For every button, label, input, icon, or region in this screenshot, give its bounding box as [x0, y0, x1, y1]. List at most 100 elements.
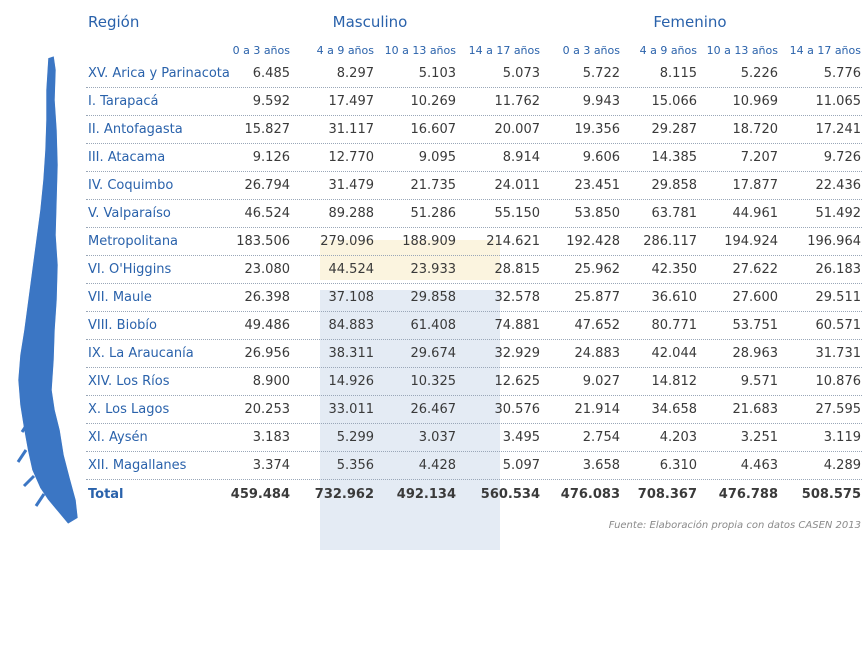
age-group-header: 0 a 3 años	[562, 44, 620, 57]
cell-value: 14.926	[328, 374, 375, 389]
cell-value: 5.299	[336, 430, 374, 445]
cell-value: 279.096	[320, 234, 374, 249]
cell-value: 22.436	[815, 178, 862, 193]
row-separator	[86, 255, 862, 256]
cell-value: 15.827	[244, 122, 291, 137]
cell-value: 9.592	[252, 94, 290, 109]
cell-value: 5.226	[740, 66, 778, 81]
cell-value: 27.600	[732, 290, 779, 305]
cell-value: 80.771	[651, 318, 698, 333]
total-value: 560.534	[480, 487, 540, 502]
cell-value: 12.770	[328, 150, 375, 165]
cell-value: 188.909	[402, 234, 456, 249]
cell-value: 10.969	[732, 94, 779, 109]
total-label: Total	[88, 487, 124, 502]
cell-value: 24.883	[574, 346, 621, 361]
cell-value: 12.625	[494, 374, 541, 389]
age-group-header: 10 a 13 años	[706, 44, 778, 57]
cell-value: 46.524	[244, 206, 291, 221]
region-header: Región	[88, 13, 140, 31]
cell-value: 53.751	[732, 318, 779, 333]
cell-value: 9.726	[823, 150, 861, 165]
cell-value: 25.962	[574, 262, 621, 277]
cell-value: 5.356	[336, 458, 374, 473]
cell-value: 61.408	[410, 318, 457, 333]
cell-value: 31.479	[328, 178, 375, 193]
region-name: IX. La Araucanía	[88, 346, 194, 361]
cell-value: 19.356	[574, 122, 621, 137]
age-group-header: 10 a 13 años	[384, 44, 456, 57]
cell-value: 29.674	[410, 346, 457, 361]
row-separator	[86, 283, 862, 284]
cell-value: 18.720	[732, 122, 779, 137]
cell-value: 6.310	[659, 458, 697, 473]
cell-value: 4.289	[823, 458, 861, 473]
cell-value: 10.325	[410, 374, 457, 389]
cell-value: 3.374	[252, 458, 290, 473]
row-separator	[86, 143, 862, 144]
region-name: XI. Aysén	[88, 430, 148, 445]
cell-value: 20.253	[244, 402, 291, 417]
row-separator	[86, 87, 862, 88]
cell-value: 42.044	[651, 346, 698, 361]
row-separator	[86, 199, 862, 200]
cell-value: 29.287	[651, 122, 698, 137]
region-name: VI. O'Higgins	[88, 262, 172, 277]
cell-value: 31.117	[328, 122, 375, 137]
cell-value: 7.207	[740, 150, 778, 165]
cell-value: 194.924	[724, 234, 778, 249]
cell-value: 21.914	[574, 402, 621, 417]
cell-value: 74.881	[494, 318, 541, 333]
cell-value: 5.103	[418, 66, 456, 81]
cell-value: 84.883	[328, 318, 375, 333]
cell-value: 5.097	[502, 458, 540, 473]
watermark-shield	[320, 290, 500, 550]
cell-value: 42.350	[651, 262, 698, 277]
total-value: 476.083	[560, 487, 620, 502]
cell-value: 9.126	[252, 150, 290, 165]
region-name: VII. Maule	[88, 290, 152, 305]
cell-value: 8.115	[659, 66, 697, 81]
cell-value: 33.011	[328, 402, 375, 417]
cell-value: 49.486	[244, 318, 291, 333]
cell-value: 51.286	[410, 206, 457, 221]
chile-map	[16, 55, 79, 525]
cell-value: 89.288	[328, 206, 375, 221]
female-header: Femenino	[653, 13, 727, 31]
cell-value: 23.933	[410, 262, 457, 277]
cell-value: 63.781	[651, 206, 698, 221]
source-note: Fuente: Elaboración propia con datos CAS…	[608, 520, 861, 531]
cell-value: 8.900	[252, 374, 290, 389]
cell-value: 26.956	[244, 346, 291, 361]
total-value: 476.788	[718, 487, 778, 502]
cell-value: 214.621	[486, 234, 540, 249]
cell-value: 53.850	[574, 206, 621, 221]
cell-value: 24.011	[494, 178, 541, 193]
cell-value: 8.914	[502, 150, 540, 165]
region-name: II. Antofagasta	[88, 122, 183, 137]
map-shape	[17, 55, 79, 525]
cell-value: 51.492	[815, 206, 862, 221]
total-value: 732.962	[314, 487, 374, 502]
region-name: I. Tarapacá	[88, 94, 159, 109]
region-name: XII. Magallanes	[88, 458, 187, 473]
cell-value: 9.571	[740, 374, 778, 389]
cell-value: 196.964	[807, 234, 861, 249]
cell-value: 4.463	[740, 458, 778, 473]
age-group-header: 4 a 9 años	[639, 44, 697, 57]
cell-value: 9.606	[582, 150, 620, 165]
cell-value: 32.578	[494, 290, 541, 305]
cell-value: 26.183	[815, 262, 862, 277]
cell-value: 34.658	[651, 402, 698, 417]
cell-value: 44.961	[732, 206, 779, 221]
age-group-header: 14 a 17 años	[789, 44, 861, 57]
region-name: Metropolitana	[88, 234, 179, 249]
row-separator	[86, 479, 862, 480]
cell-value: 10.876	[815, 374, 862, 389]
row-separator	[86, 423, 862, 424]
cell-value: 14.385	[651, 150, 698, 165]
watermark	[320, 240, 500, 550]
age-group-header: 14 a 17 años	[468, 44, 540, 57]
cell-value: 10.269	[410, 94, 457, 109]
cell-value: 30.576	[494, 402, 541, 417]
